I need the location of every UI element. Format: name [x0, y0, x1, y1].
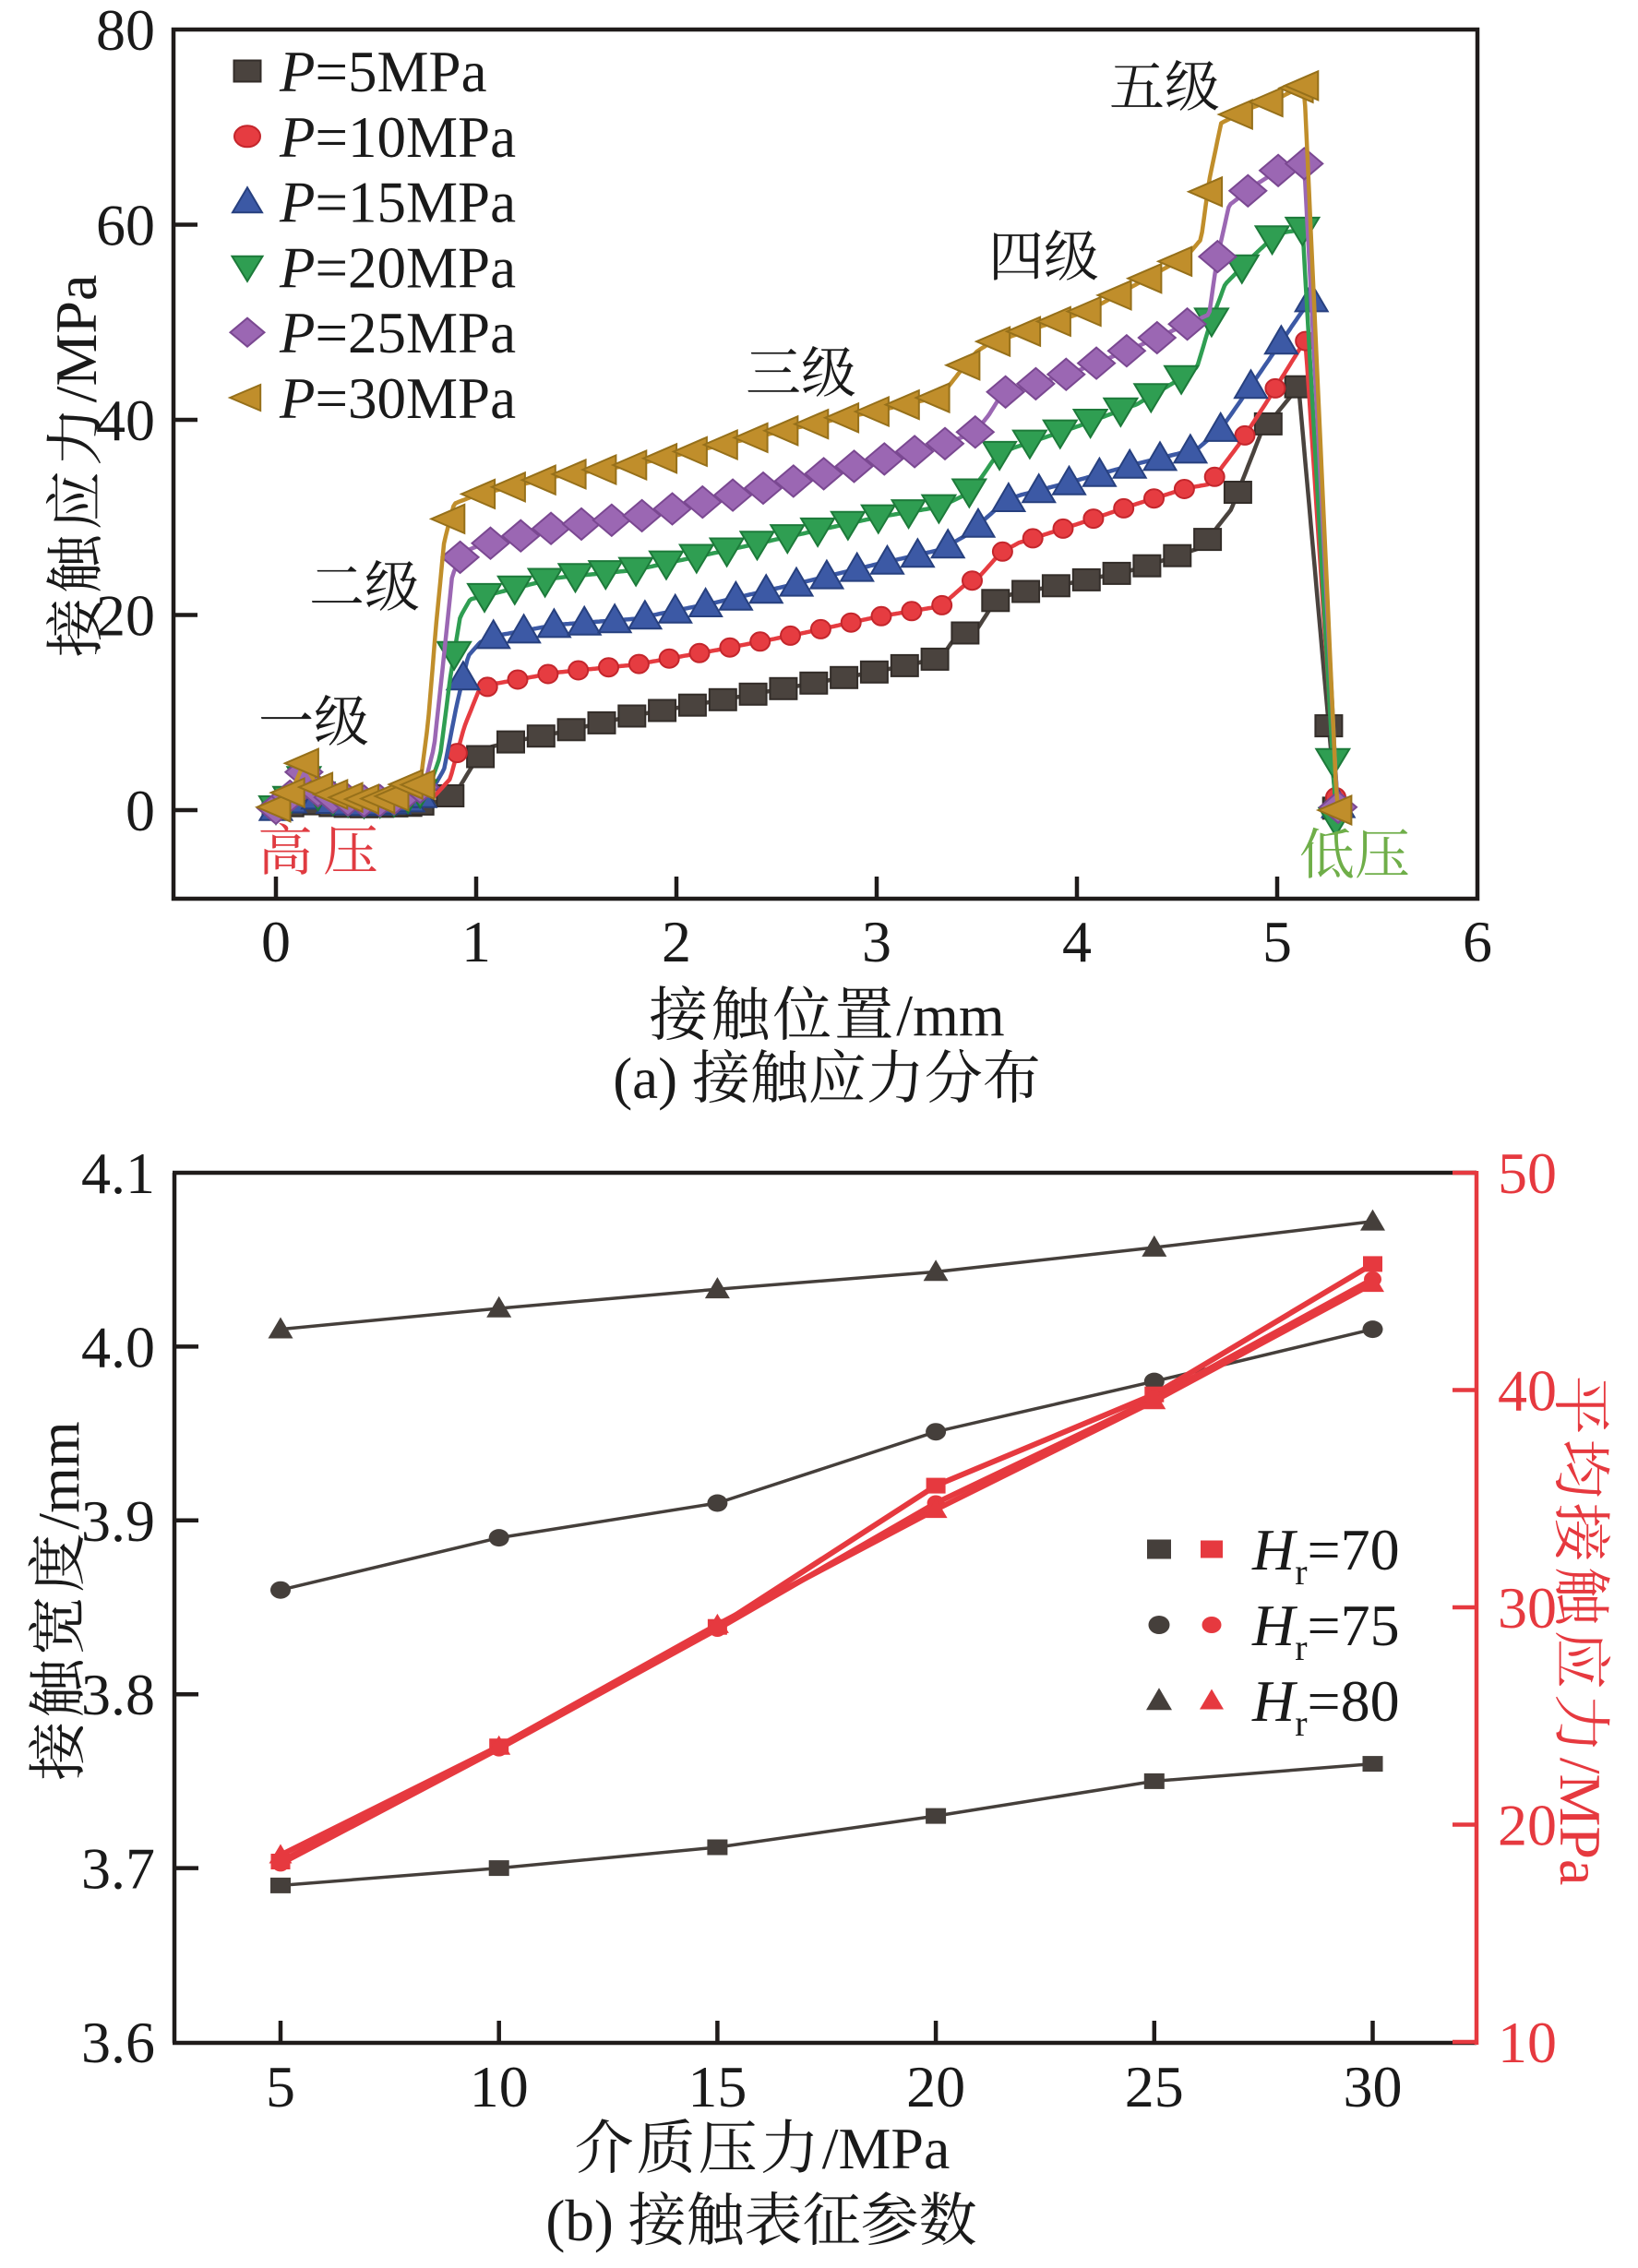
- svg-text:4: 4: [1062, 909, 1092, 974]
- svg-text:40: 40: [1498, 1358, 1557, 1424]
- svg-text:=70: =70: [1308, 1517, 1400, 1582]
- svg-text:0: 0: [126, 778, 155, 843]
- svg-text:H: H: [1251, 1593, 1298, 1658]
- svg-text:60: 60: [96, 193, 155, 258]
- svg-text:/mm: /mm: [896, 983, 1004, 1048]
- svg-text:2: 2: [662, 909, 691, 974]
- svg-text:5: 5: [266, 2054, 295, 2119]
- svg-text:20: 20: [96, 583, 155, 649]
- svg-text:=80: =80: [1308, 1668, 1400, 1734]
- svg-text:80: 80: [96, 0, 155, 63]
- svg-text:6: 6: [1463, 909, 1492, 974]
- svg-text:30: 30: [1498, 1575, 1557, 1641]
- svg-text:5: 5: [1262, 909, 1292, 974]
- svg-text:=5MPa: =5MPa: [316, 40, 487, 104]
- svg-text:P: P: [279, 301, 315, 365]
- svg-text:r: r: [1295, 1551, 1307, 1593]
- svg-text:40: 40: [96, 388, 155, 453]
- svg-text:P: P: [279, 366, 315, 431]
- svg-text:3.6: 3.6: [81, 2010, 155, 2075]
- svg-text:/MPa: /MPa: [1548, 1758, 1613, 1886]
- svg-text:r: r: [1295, 1702, 1307, 1744]
- svg-text:50: 50: [1498, 1140, 1557, 1206]
- svg-text:4.0: 4.0: [81, 1314, 155, 1379]
- svg-text:20: 20: [906, 2054, 965, 2119]
- svg-text:25: 25: [1125, 2054, 1184, 2119]
- svg-text:3.9: 3.9: [81, 1488, 155, 1554]
- svg-text:3: 3: [862, 909, 891, 974]
- svg-text:1: 1: [461, 909, 491, 974]
- svg-text:30: 30: [1344, 2054, 1403, 2119]
- svg-text:=30MPa: =30MPa: [316, 366, 517, 431]
- svg-text:10: 10: [1498, 2010, 1557, 2075]
- svg-text:P: P: [279, 105, 315, 170]
- svg-text:=10MPa: =10MPa: [316, 105, 517, 170]
- svg-text:3.8: 3.8: [81, 1662, 155, 1727]
- svg-text:H: H: [1251, 1668, 1298, 1734]
- svg-text:15: 15: [687, 2054, 747, 2119]
- svg-text:P: P: [279, 40, 315, 104]
- svg-text:10: 10: [470, 2054, 529, 2119]
- svg-text:(a): (a): [613, 1046, 677, 1111]
- svg-text:=15MPa: =15MPa: [316, 171, 517, 235]
- svg-text:20: 20: [1498, 1793, 1557, 1858]
- svg-text:/MPa: /MPa: [43, 275, 109, 403]
- svg-text:=20MPa: =20MPa: [316, 235, 517, 300]
- svg-text:=25MPa: =25MPa: [316, 301, 517, 365]
- svg-text:3.7: 3.7: [81, 1836, 155, 1902]
- svg-text:r: r: [1295, 1627, 1307, 1668]
- svg-text:/mm: /mm: [26, 1421, 91, 1529]
- svg-text:4.1: 4.1: [81, 1140, 155, 1206]
- svg-text:=75: =75: [1308, 1593, 1400, 1658]
- svg-text:/MPa: /MPa: [822, 2116, 951, 2181]
- svg-text:0: 0: [261, 909, 291, 974]
- svg-text:(b): (b): [545, 2189, 613, 2253]
- svg-text:P: P: [279, 235, 315, 300]
- svg-text:P: P: [279, 171, 315, 235]
- svg-text:H: H: [1251, 1517, 1298, 1582]
